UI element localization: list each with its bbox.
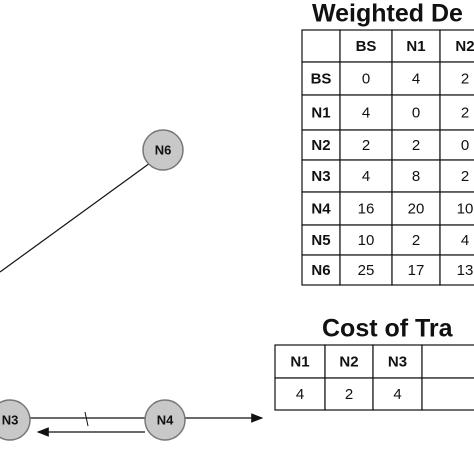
cell-text: 16 — [358, 200, 375, 217]
table-cell — [324, 377, 374, 411]
table-cell — [439, 254, 474, 286]
table-cell — [274, 344, 326, 379]
cell-text: 2 — [461, 70, 469, 87]
table-cell — [439, 129, 474, 161]
cell-text: 2 — [345, 386, 353, 403]
node-label: N3 — [2, 412, 19, 427]
table-cell — [301, 254, 341, 286]
table-cell — [274, 377, 326, 411]
cell-text: N4 — [311, 200, 331, 217]
cell-text: N5 — [311, 232, 330, 249]
table-cell — [439, 224, 474, 256]
table-title: Cost of Tra — [322, 315, 454, 343]
table-cell — [372, 377, 423, 411]
cell-text: N2 — [311, 137, 330, 154]
table-cell — [301, 61, 341, 96]
table-cell — [301, 129, 341, 161]
table-cell — [301, 29, 341, 63]
cell-text: BS — [356, 38, 377, 55]
table-cell — [339, 254, 393, 286]
table-cell — [339, 94, 393, 131]
cell-text: 4 — [412, 70, 420, 87]
table-cell — [339, 159, 393, 193]
cell-text: 20 — [408, 200, 425, 217]
table-cell — [439, 61, 474, 96]
table-cell — [339, 129, 393, 161]
table-cell — [439, 159, 474, 193]
table-cell — [391, 61, 441, 96]
node — [144, 399, 186, 441]
cell-text: 4 — [296, 386, 304, 403]
cell-text: 0 — [362, 70, 370, 87]
cell-text: 0 — [412, 104, 420, 121]
table-cell — [339, 61, 393, 96]
cell-text: 2 — [461, 168, 469, 185]
table-cell — [339, 29, 393, 63]
cell-text: 4 — [362, 104, 370, 121]
table-cell — [391, 94, 441, 131]
cell-text: N2 — [455, 38, 474, 55]
cell-text: N6 — [311, 262, 330, 279]
cell-text: 2 — [461, 104, 469, 121]
cell-text: 2 — [412, 232, 420, 249]
cell-text: 0 — [461, 137, 469, 154]
cell-text: 10 — [358, 232, 375, 249]
edge — [0, 162, 151, 273]
table-title: Weighted De — [312, 0, 463, 28]
cell-text: N2 — [339, 353, 358, 370]
table-cell — [391, 191, 441, 226]
cell-text: 4 — [461, 232, 469, 249]
cell-text: BS — [311, 70, 332, 87]
edge-tick — [84, 411, 89, 427]
node — [0, 399, 31, 441]
cell-text: N1 — [311, 104, 330, 121]
cell-text: 17 — [408, 262, 425, 279]
table-cell — [339, 224, 393, 256]
cell-text: 10 — [457, 200, 474, 217]
table-cell — [421, 344, 474, 379]
node — [142, 129, 184, 171]
cell-text: 2 — [362, 137, 370, 154]
cell-text: 8 — [412, 168, 420, 185]
cell-text: 4 — [362, 168, 370, 185]
cell-text: 13 — [457, 262, 474, 279]
cell-text: N3 — [311, 168, 330, 185]
cell-text: 4 — [393, 386, 401, 403]
cell-text: 25 — [358, 262, 375, 279]
cell-text: N1 — [290, 353, 309, 370]
cell-text: N1 — [406, 38, 425, 55]
table-cell — [421, 377, 474, 411]
table-cell — [339, 191, 393, 226]
node-label: N4 — [157, 412, 174, 427]
table-cell — [391, 29, 441, 63]
cell-text: 2 — [412, 137, 420, 154]
cell-text: N3 — [388, 353, 407, 370]
node-label: N6 — [155, 142, 172, 157]
table-cell — [391, 159, 441, 193]
table-cell — [439, 94, 474, 131]
